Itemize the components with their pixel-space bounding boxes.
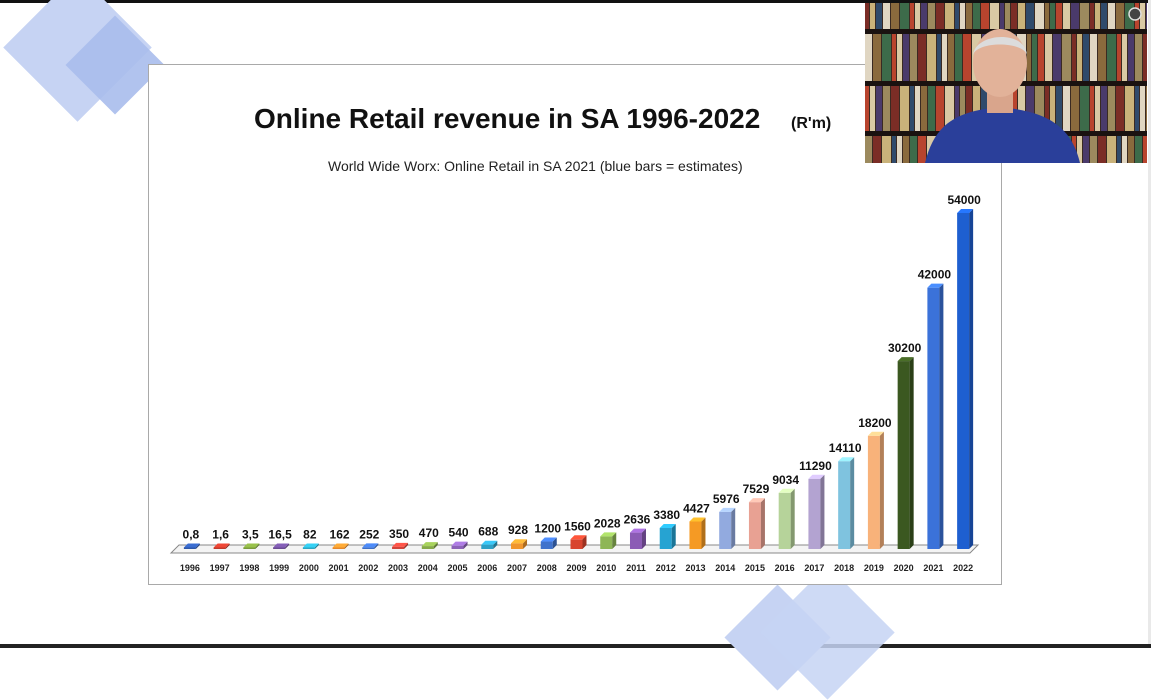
- x-tick-label-1996: 1996: [180, 563, 200, 573]
- x-tick-label-2012: 2012: [656, 563, 676, 573]
- data-label-2006: 688: [478, 525, 498, 539]
- bar-1996: [183, 543, 200, 549]
- bar-2001: [332, 543, 349, 549]
- data-label-1997: 1,6: [212, 528, 229, 542]
- data-label-2011: 2636: [624, 513, 651, 527]
- x-tick-label-2013: 2013: [685, 563, 705, 573]
- presentation-slide: Online Retail revenue in SA 1996-2022 (R…: [148, 64, 1002, 585]
- bar-2022: [957, 209, 974, 549]
- data-label-2007: 928: [508, 523, 528, 537]
- bar-2000: [302, 543, 319, 549]
- x-tick-label-2014: 2014: [715, 563, 735, 573]
- bar-2003: [392, 542, 409, 549]
- bar-2009: [570, 535, 587, 549]
- bar-2008: [540, 537, 557, 549]
- bars-group: 0,8 1996 1,6 1997 3,5 1998 16,5 1999 82 2000 162 20…: [169, 193, 981, 573]
- x-tick-label-2003: 2003: [388, 563, 408, 573]
- data-label-2009: 1560: [564, 519, 591, 533]
- bar-1998: [243, 543, 260, 549]
- bar-2020: [897, 357, 914, 549]
- data-label-2022: 54000: [947, 193, 981, 207]
- x-tick-label-2017: 2017: [804, 563, 824, 573]
- data-label-2000: 82: [303, 528, 317, 542]
- data-label-2015: 7529: [743, 482, 770, 496]
- x-tick-label-2009: 2009: [566, 563, 586, 573]
- bar-2013: [689, 517, 706, 549]
- x-tick-label-1997: 1997: [210, 563, 230, 573]
- data-label-2003: 350: [389, 527, 409, 541]
- data-label-1999: 16,5: [268, 528, 292, 542]
- video-person-icon: [865, 3, 1147, 163]
- bar-2019: [867, 431, 884, 549]
- x-tick-label-2018: 2018: [834, 563, 854, 573]
- x-tick-label-2005: 2005: [448, 563, 468, 573]
- x-tick-label-1998: 1998: [239, 563, 259, 573]
- data-label-2002: 252: [359, 527, 379, 541]
- bar-2007: [511, 539, 528, 549]
- x-tick-label-2020: 2020: [894, 563, 914, 573]
- data-label-2001: 162: [330, 528, 350, 542]
- bar-2005: [451, 541, 468, 549]
- data-label-2012: 3380: [653, 508, 680, 522]
- x-tick-label-2008: 2008: [537, 563, 557, 573]
- x-tick-label-2004: 2004: [418, 563, 438, 573]
- bar-2016: [778, 488, 795, 549]
- x-tick-label-2001: 2001: [329, 563, 349, 573]
- bar-2014: [719, 507, 736, 549]
- window-bottom-edge: [0, 644, 1151, 648]
- bar-2010: [600, 532, 617, 549]
- data-label-1996: 0,8: [183, 528, 200, 542]
- bar-2006: [481, 540, 498, 549]
- webcam-video[interactable]: [865, 3, 1147, 163]
- data-label-2008: 1200: [534, 522, 561, 536]
- data-label-2021: 42000: [918, 268, 952, 282]
- bar-2015: [748, 498, 765, 549]
- data-label-2014: 5976: [713, 492, 740, 506]
- data-label-2004: 470: [419, 526, 439, 540]
- window-right-edge: [1148, 0, 1151, 648]
- x-tick-label-2016: 2016: [775, 563, 795, 573]
- chart-unit: (R'm): [791, 115, 831, 132]
- data-label-2017: 11290: [799, 459, 832, 473]
- bar-1999: [273, 543, 290, 549]
- bar-2021: [927, 283, 944, 549]
- x-tick-label-1999: 1999: [269, 563, 289, 573]
- chart-subtitle: World Wide Worx: Online Retail in SA 202…: [328, 158, 743, 174]
- data-label-2020: 30200: [888, 341, 922, 355]
- chart-title: Online Retail revenue in SA 1996-2022: [254, 103, 760, 134]
- bar-chart: Online Retail revenue in SA 1996-2022 (R…: [169, 103, 981, 573]
- x-tick-label-2019: 2019: [864, 563, 884, 573]
- bar-2004: [421, 542, 438, 549]
- x-tick-label-2022: 2022: [953, 563, 973, 573]
- window-top-edge: [0, 0, 1151, 3]
- data-label-1998: 3,5: [242, 528, 259, 542]
- x-tick-label-2002: 2002: [358, 563, 378, 573]
- bar-1997: [213, 543, 230, 549]
- x-tick-label-2010: 2010: [596, 563, 616, 573]
- bar-2002: [362, 543, 379, 549]
- data-label-2013: 4427: [683, 501, 710, 515]
- data-label-2019: 18200: [858, 416, 892, 430]
- x-tick-label-2011: 2011: [626, 563, 646, 573]
- x-tick-label-2007: 2007: [507, 563, 527, 573]
- bar-2012: [659, 523, 676, 549]
- data-label-2005: 540: [449, 526, 469, 540]
- data-label-2018: 14110: [829, 441, 862, 455]
- x-tick-label-2000: 2000: [299, 563, 319, 573]
- x-tick-label-2021: 2021: [923, 563, 943, 573]
- x-tick-label-2015: 2015: [745, 563, 765, 573]
- x-tick-label-2006: 2006: [477, 563, 497, 573]
- data-label-2016: 9034: [772, 473, 799, 487]
- data-label-2010: 2028: [594, 516, 621, 530]
- bar-2018: [838, 457, 855, 549]
- bar-2011: [629, 528, 646, 549]
- bar-2017: [808, 474, 825, 549]
